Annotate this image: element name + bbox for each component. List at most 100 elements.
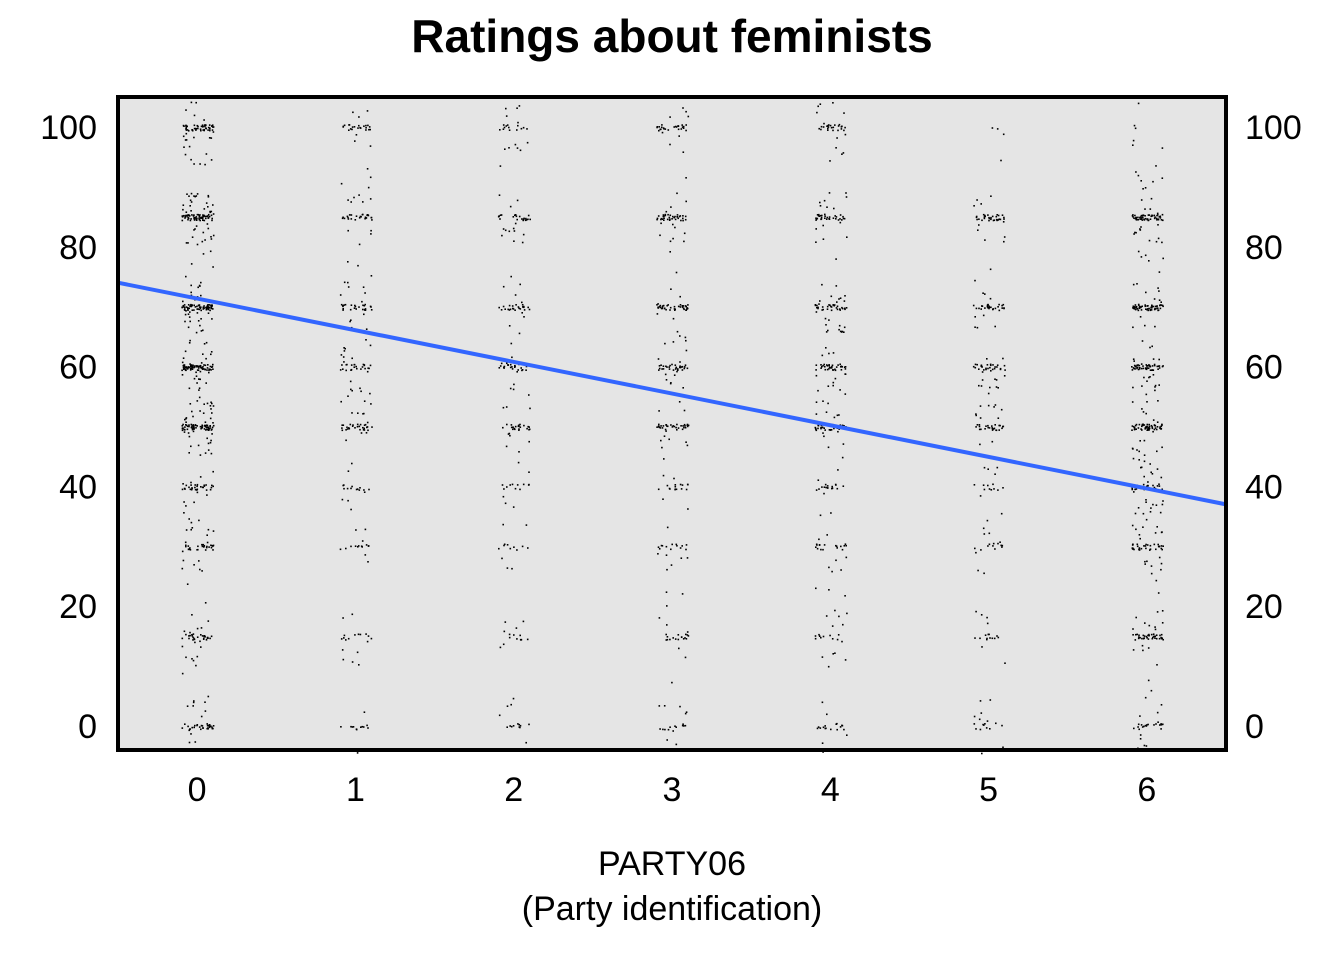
data-point: [687, 115, 690, 118]
data-point: [1161, 488, 1163, 491]
data-point: [826, 125, 828, 127]
data-point: [209, 417, 212, 420]
data-point: [684, 218, 687, 221]
data-point: [665, 424, 667, 426]
data-point: [831, 638, 834, 640]
data-point: [200, 646, 202, 648]
data-point: [1141, 219, 1144, 221]
data-point: [817, 479, 820, 481]
data-point: [1162, 500, 1164, 502]
data-point: [684, 426, 687, 429]
data-point: [511, 356, 513, 359]
data-point: [686, 631, 689, 633]
data-point: [679, 215, 682, 217]
data-point: [1142, 483, 1145, 486]
data-point: [1154, 305, 1157, 308]
data-point: [1161, 637, 1163, 639]
data-point: [667, 213, 669, 216]
data-point: [985, 425, 987, 427]
data-point: [208, 215, 211, 218]
data-point: [1133, 428, 1136, 430]
data-point: [1138, 534, 1141, 536]
data-point: [1152, 430, 1154, 433]
data-point: [522, 233, 525, 236]
data-point: [192, 428, 195, 430]
data-point: [1001, 304, 1003, 307]
data-point: [368, 367, 370, 370]
data-point: [835, 258, 837, 260]
data-point: [1158, 216, 1161, 218]
data-point: [196, 488, 199, 491]
data-point: [979, 728, 982, 731]
data-point: [370, 309, 373, 311]
data-point: [207, 217, 209, 219]
data-point: [210, 725, 212, 727]
data-point: [831, 625, 834, 627]
data-point: [675, 543, 678, 546]
data-point: [981, 305, 983, 307]
data-point: [676, 370, 678, 373]
data-point: [1138, 636, 1140, 638]
data-point: [846, 612, 848, 615]
data-point: [1142, 411, 1145, 413]
data-point: [204, 239, 206, 241]
data-point: [682, 125, 685, 128]
data-point: [368, 126, 371, 128]
data-point: [1155, 634, 1158, 636]
data-point: [208, 369, 210, 372]
data-point: [1144, 563, 1146, 565]
data-point: [1143, 219, 1146, 221]
data-point: [981, 371, 984, 373]
data-point: [986, 637, 988, 640]
data-point: [339, 548, 342, 551]
data-point: [511, 368, 514, 370]
data-point: [828, 429, 831, 431]
data-point: [1138, 423, 1141, 426]
data-point: [363, 400, 366, 402]
data-point: [212, 234, 215, 237]
data-point: [1002, 487, 1004, 489]
data-point: [528, 394, 530, 396]
y-tick-label-right: 100: [1245, 109, 1302, 147]
data-point: [363, 313, 365, 316]
data-point: [656, 218, 658, 221]
data-point: [682, 151, 685, 153]
data-point: [828, 364, 830, 367]
data-point: [686, 425, 689, 428]
data-point: [181, 425, 184, 427]
data-point: [199, 476, 202, 478]
data-point: [997, 387, 999, 389]
data-point: [184, 153, 187, 156]
data-point: [499, 129, 501, 131]
data-point: [196, 491, 199, 494]
data-point: [1158, 367, 1161, 369]
data-point: [672, 425, 674, 427]
x-tick-label: 6: [1137, 771, 1156, 809]
data-point: [833, 416, 836, 419]
data-point: [1158, 556, 1161, 559]
data-point: [184, 369, 187, 371]
data-point: [662, 728, 664, 731]
data-point: [1149, 218, 1152, 220]
data-point: [1145, 291, 1147, 294]
data-point: [988, 633, 990, 636]
data-point: [989, 386, 991, 389]
data-point: [1143, 635, 1146, 637]
data-point: [514, 366, 516, 368]
data-point: [685, 124, 687, 126]
data-point: [677, 217, 679, 220]
data-point: [516, 638, 518, 640]
data-point: [194, 484, 196, 486]
data-point: [831, 570, 833, 573]
data-point: [673, 374, 676, 376]
data-point: [181, 637, 184, 640]
data-point: [350, 545, 352, 548]
data-point: [1133, 548, 1135, 551]
data-point: [1147, 426, 1149, 429]
data-point: [662, 425, 665, 427]
data-point: [681, 305, 684, 307]
data-point: [685, 548, 687, 551]
data-point: [209, 441, 212, 444]
data-point: [670, 206, 672, 208]
data-point: [836, 547, 838, 549]
